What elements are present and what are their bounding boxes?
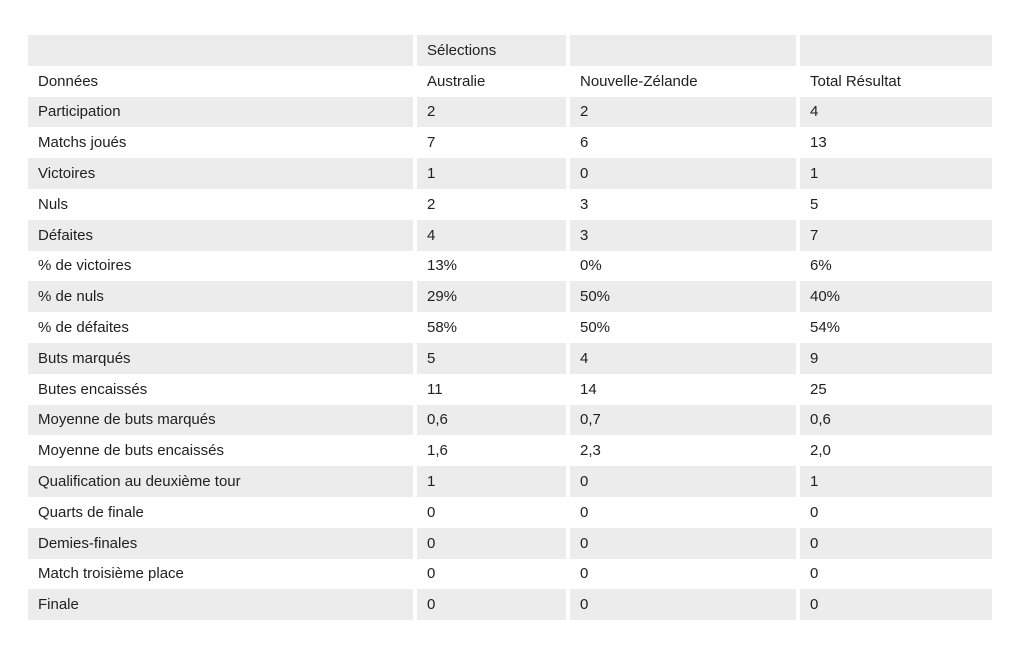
value-cell: 0 <box>800 589 992 621</box>
column-header-australie: Australie <box>417 65 566 97</box>
row-label-cell: Quarts de finale <box>28 496 413 528</box>
empty-cell <box>800 35 992 66</box>
table-row: Victoires 1 0 1 <box>28 158 992 189</box>
value-cell: 0,6 <box>800 404 992 436</box>
row-label-cell: % de nuls <box>28 281 413 313</box>
value-cell: 0 <box>417 558 566 590</box>
empty-cell <box>570 35 796 66</box>
value-cell: 13 <box>800 127 992 159</box>
value-cell: 40% <box>800 281 992 313</box>
row-label-cell: Qualification au deuxième tour <box>28 466 413 497</box>
value-cell: 0 <box>570 527 796 559</box>
group-header-row: Sélections <box>28 35 992 66</box>
table-row: Matchs joués 7 6 13 <box>28 127 992 159</box>
row-label-cell: Matchs joués <box>28 127 413 159</box>
value-cell: 2 <box>417 96 566 128</box>
value-cell: 3 <box>570 188 796 220</box>
value-cell: 1,6 <box>417 435 566 467</box>
value-cell: 4 <box>800 96 992 128</box>
table-row: Moyenne de buts encaissés 1,6 2,3 2,0 <box>28 435 992 467</box>
value-cell: 2,0 <box>800 435 992 467</box>
row-label-cell: Moyenne de buts marqués <box>28 404 413 436</box>
value-cell: 9 <box>800 342 992 374</box>
table-row: Buts marqués 5 4 9 <box>28 342 992 374</box>
value-cell: 2 <box>417 188 566 220</box>
row-label-cell: Match troisième place <box>28 558 413 590</box>
value-cell: 1 <box>417 466 566 497</box>
table-row: Demies-finales 0 0 0 <box>28 527 992 559</box>
value-cell: 0 <box>417 496 566 528</box>
value-cell: 0 <box>417 589 566 621</box>
row-label-cell: Buts marqués <box>28 342 413 374</box>
value-cell: 7 <box>800 219 992 251</box>
value-cell: 58% <box>417 312 566 343</box>
value-cell: 13% <box>417 250 566 282</box>
value-cell: 14 <box>570 373 796 405</box>
value-cell: 0 <box>800 558 992 590</box>
value-cell: 0 <box>417 527 566 559</box>
table-row: % de défaites 58% 50% 54% <box>28 312 992 343</box>
table-row: Match troisième place 0 0 0 <box>28 558 992 590</box>
value-cell: 0 <box>800 496 992 528</box>
value-cell: 5 <box>800 188 992 220</box>
value-cell: 50% <box>570 281 796 313</box>
value-cell: 2,3 <box>570 435 796 467</box>
row-label-cell: Participation <box>28 96 413 128</box>
column-header-donnees: Données <box>28 65 413 97</box>
row-label-cell: Moyenne de buts encaissés <box>28 435 413 467</box>
row-label-cell: Défaites <box>28 219 413 251</box>
table-row: Butes encaissés 11 14 25 <box>28 373 992 405</box>
table-row: Moyenne de buts marqués 0,6 0,7 0,6 <box>28 404 992 436</box>
stats-pivot-table: Sélections Données Australie Nouvelle-Zé… <box>24 35 996 621</box>
value-cell: 0,6 <box>417 404 566 436</box>
row-label-cell: Demies-finales <box>28 527 413 559</box>
value-cell: 0% <box>570 250 796 282</box>
value-cell: 29% <box>417 281 566 313</box>
table-row: Défaites 4 3 7 <box>28 219 992 251</box>
value-cell: 0 <box>570 558 796 590</box>
column-header-row: Données Australie Nouvelle-Zélande Total… <box>28 65 992 97</box>
corner-cell <box>28 35 413 66</box>
group-header-cell: Sélections <box>417 35 566 66</box>
value-cell: 6% <box>800 250 992 282</box>
value-cell: 5 <box>417 342 566 374</box>
table-row: Finale 0 0 0 <box>28 589 992 621</box>
value-cell: 3 <box>570 219 796 251</box>
value-cell: 1 <box>417 158 566 189</box>
value-cell: 6 <box>570 127 796 159</box>
table-row: % de victoires 13% 0% 6% <box>28 250 992 282</box>
value-cell: 4 <box>417 219 566 251</box>
table-row: % de nuls 29% 50% 40% <box>28 281 992 313</box>
table-row: Quarts de finale 0 0 0 <box>28 496 992 528</box>
value-cell: 50% <box>570 312 796 343</box>
row-label-cell: Victoires <box>28 158 413 189</box>
value-cell: 0 <box>570 589 796 621</box>
value-cell: 0,7 <box>570 404 796 436</box>
table-row: Nuls 2 3 5 <box>28 188 992 220</box>
value-cell: 7 <box>417 127 566 159</box>
row-label-cell: Butes encaissés <box>28 373 413 405</box>
value-cell: 0 <box>570 466 796 497</box>
value-cell: 0 <box>570 496 796 528</box>
row-label-cell: % de victoires <box>28 250 413 282</box>
value-cell: 11 <box>417 373 566 405</box>
table-body: Sélections Données Australie Nouvelle-Zé… <box>28 35 992 621</box>
table-row: Qualification au deuxième tour 1 0 1 <box>28 466 992 497</box>
column-header-nouvelle-zelande: Nouvelle-Zélande <box>570 65 796 97</box>
table-row: Participation 2 2 4 <box>28 96 992 128</box>
value-cell: 4 <box>570 342 796 374</box>
value-cell: 0 <box>800 527 992 559</box>
value-cell: 2 <box>570 96 796 128</box>
row-label-cell: % de défaites <box>28 312 413 343</box>
value-cell: 1 <box>800 466 992 497</box>
value-cell: 25 <box>800 373 992 405</box>
value-cell: 1 <box>800 158 992 189</box>
value-cell: 54% <box>800 312 992 343</box>
row-label-cell: Finale <box>28 589 413 621</box>
row-label-cell: Nuls <box>28 188 413 220</box>
value-cell: 0 <box>570 158 796 189</box>
column-header-total-resultat: Total Résultat <box>800 65 992 97</box>
